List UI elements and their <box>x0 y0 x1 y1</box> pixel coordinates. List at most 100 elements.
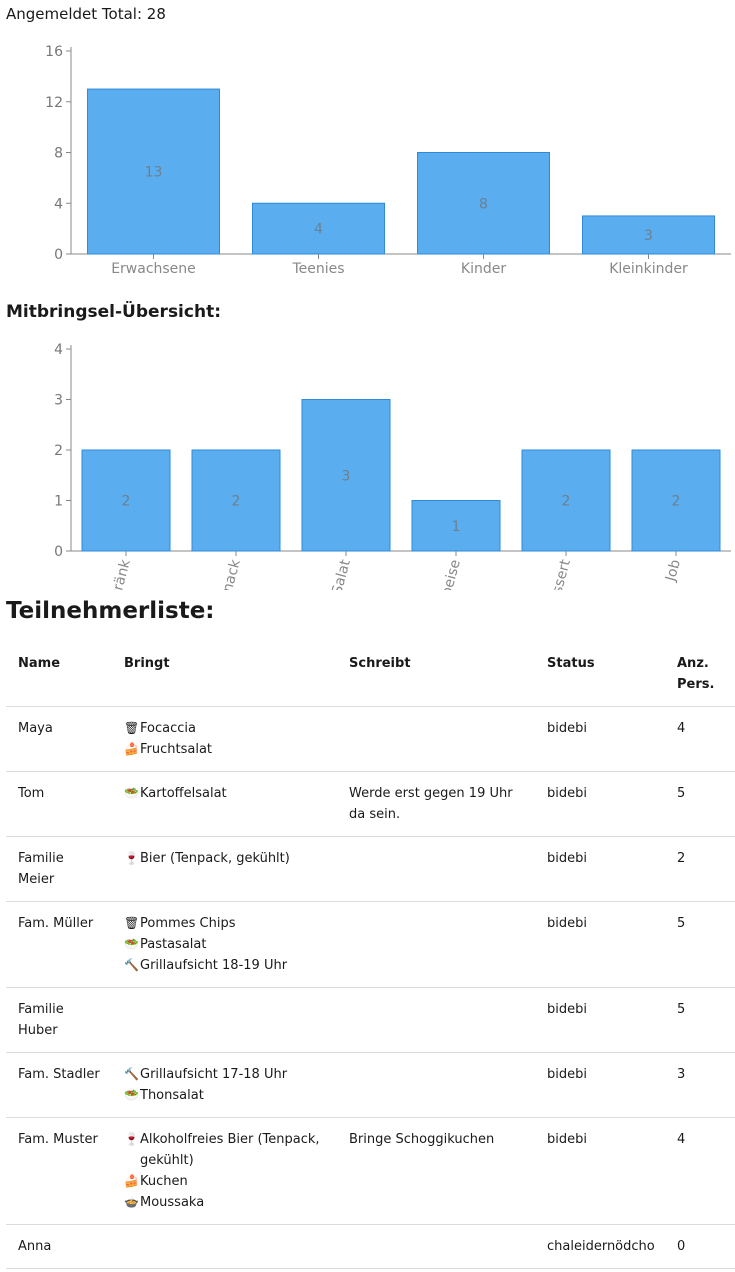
contribution-item: 🥗 Thonsalat <box>124 1085 329 1106</box>
table-row: Tom 🥗 Kartoffelsalat Werde erst gegen 19 Uh… <box>6 771 735 837</box>
bar-teenies <box>252 202 385 255</box>
bar-value-label: 3 <box>644 228 653 244</box>
contribution-item: 🗑 Focaccia <box>124 718 329 739</box>
y-tick-label: 0 <box>54 544 63 560</box>
cell-name: Familie Meier <box>6 836 112 902</box>
header-status: Status <box>535 640 665 707</box>
cell-status: bidebi <box>535 1117 665 1225</box>
cell-bringt: 🥗 Kartoffelsalat <box>112 771 337 837</box>
x-tick-label: Teenies <box>291 261 344 277</box>
snack-icon: 🗑 <box>124 721 140 735</box>
cell-bringt <box>112 987 337 1053</box>
cell-name: Fam. Stadler <box>6 1052 112 1118</box>
y-tick-label: 12 <box>45 95 63 111</box>
contribution-item: 🍰 Kuchen <box>124 1171 329 1192</box>
bar-value-label: 3 <box>342 468 351 484</box>
contribution-text: Pastasalat <box>140 937 207 952</box>
contribution-item: 🔨 Grillaufsicht 17-18 Uhr <box>124 1064 329 1085</box>
contribution-text: Grillaufsicht 17-18 Uhr <box>140 1067 288 1082</box>
contribution-item: 🍲 Moussaka <box>124 1192 329 1213</box>
cell-schreibt <box>337 706 535 772</box>
cell-status: bidebi <box>535 987 665 1053</box>
cell-schreibt: Werde erst gegen 19 Uhr da sein. <box>337 771 535 837</box>
cell-name: Fam. Müller <box>6 901 112 988</box>
cell-status: bidebi <box>535 901 665 988</box>
x-tick-label: Snack <box>217 557 244 590</box>
table-row: Fam. Stadler 🔨 Grillaufsicht 17-18 Uhr 🥗 Tho… <box>6 1052 735 1118</box>
cell-bringt: 🍷 Bier (Tenpack, gekühlt) <box>112 836 337 902</box>
header-bringt: Bringt <box>112 640 337 707</box>
cell-bringt: 🍷 Alkoholfreies Bier (Tenpack, gekühlt) 🍰 K… <box>112 1117 337 1225</box>
cell-pers: 0 <box>665 1224 735 1269</box>
contribution-item: 🍷 Bier (Tenpack, gekühlt) <box>124 848 329 869</box>
y-tick-label: 16 <box>45 44 63 60</box>
x-tick-label: Kleinkinder <box>609 261 688 277</box>
contribution-text: Thonsalat <box>140 1088 204 1103</box>
total-registered: Angemeldet Total: 28 <box>6 5 166 23</box>
cell-pers: 5 <box>665 901 735 988</box>
dessert-icon: 🍰 <box>124 742 139 756</box>
y-tick-label: 3 <box>54 393 63 409</box>
table-row: Maya 🗑 Focaccia 🍰 Fruchtsalat bidebi 4 <box>6 706 735 772</box>
y-tick-label: 4 <box>54 196 63 212</box>
table-row: Fam. Müller 🗑 Pommes Chips 🥗 Pastasalat 🔨 Gril… <box>6 901 735 988</box>
cell-status: chaleidernödcho <box>535 1224 665 1269</box>
header-name: Name <box>6 640 112 707</box>
cell-pers: 2 <box>665 836 735 902</box>
x-tick-label: Speise <box>436 558 463 590</box>
bar-value-label: 13 <box>145 165 163 181</box>
bar-speise <box>411 500 501 552</box>
drink-icon: 🍷 <box>124 1132 139 1146</box>
bar-value-label: 2 <box>562 494 571 510</box>
header-pers: Anz. Pers. <box>665 640 735 707</box>
participant-table: Name Bringt Schreibt Status Anz. Pers. M… <box>6 640 735 1269</box>
bar-value-label: 2 <box>232 494 241 510</box>
bar-job <box>631 449 721 552</box>
cell-pers: 5 <box>665 771 735 837</box>
cell-bringt: 🗑 Pommes Chips 🥗 Pastasalat 🔨 Grillaufsicht 1… <box>112 901 337 988</box>
bar-value-label: 1 <box>452 519 461 535</box>
cell-schreibt <box>337 1224 535 1269</box>
cell-status: bidebi <box>535 706 665 772</box>
contribution-text: Kuchen <box>140 1174 188 1189</box>
cell-pers: 4 <box>665 706 735 772</box>
contribution-text: Fruchtsalat <box>140 742 213 757</box>
x-tick-label: Kinder <box>461 261 506 277</box>
contribution-item: 🍷 Alkoholfreies Bier (Tenpack, gekühlt) <box>124 1129 329 1171</box>
job-icon: 🔨 <box>124 958 139 972</box>
cell-bringt <box>112 1224 337 1269</box>
salad-icon: 🥗 <box>124 1088 139 1102</box>
cell-name: Maya <box>6 706 112 772</box>
cell-bringt: 🔨 Grillaufsicht 17-18 Uhr 🥗 Thonsalat <box>112 1052 337 1118</box>
bar-getränk <box>81 449 171 552</box>
bar-dessert <box>521 449 611 552</box>
contribution-text: Pommes Chips <box>140 916 236 931</box>
attendees-bar-chart: 0 4 8 12 16 13 Erwachsene 4 Teenies 8 Kinder 3 Klein… <box>45 44 731 277</box>
x-tick-label: Dessert <box>544 557 574 590</box>
y-tick-label: 0 <box>54 247 63 263</box>
table-row: Familie Huber bidebi 5 <box>6 987 735 1053</box>
x-tick-label: Erwachsene <box>111 261 196 277</box>
bar-salat <box>301 399 391 552</box>
dessert-icon: 🍰 <box>124 1174 139 1188</box>
contributions-bar-chart: 0 1 2 3 4 2 Getränk 2 Snack 3 Salat 1 Speise 2 Dessert… <box>54 342 731 590</box>
x-tick-label: Job <box>663 558 684 584</box>
dish-icon: 🍲 <box>124 1195 139 1209</box>
contribution-text: Moussaka <box>140 1195 205 1210</box>
cell-schreibt <box>337 836 535 902</box>
x-tick-label: Salat <box>329 557 354 590</box>
header-schreibt: Schreibt <box>337 640 535 707</box>
x-tick-label: Getränk <box>104 557 134 590</box>
cell-name: Tom <box>6 771 112 837</box>
cell-schreibt <box>337 901 535 988</box>
bar-kleinkinder <box>582 215 715 255</box>
participant-list-title: Teilnehmerliste: <box>6 598 215 624</box>
table-header-row: Name Bringt Schreibt Status Anz. Pers. <box>6 640 735 707</box>
cell-name: Anna <box>6 1224 112 1269</box>
table-row: Fam. Muster 🍷 Alkoholfreies Bier (Tenpack,… <box>6 1117 735 1225</box>
salad-icon: 🥗 <box>124 937 139 951</box>
salad-icon: 🥗 <box>124 786 139 800</box>
bar-value-label: 8 <box>479 196 488 212</box>
drink-icon: 🍷 <box>124 851 139 865</box>
y-tick-label: 2 <box>54 443 63 459</box>
